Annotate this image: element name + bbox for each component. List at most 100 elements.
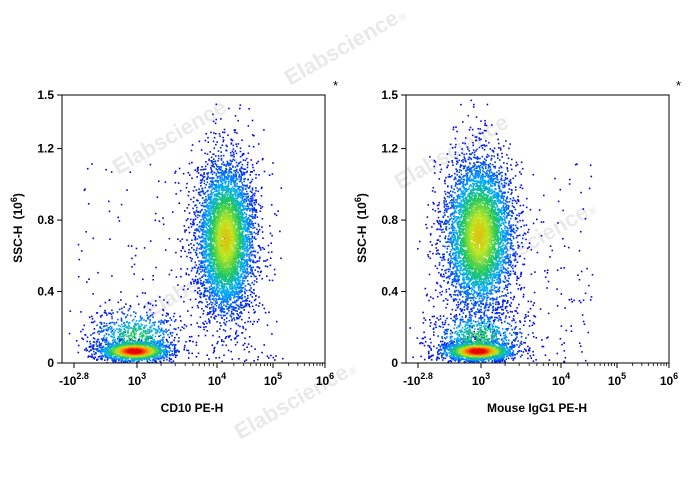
event-dot — [208, 218, 211, 221]
event-dot — [201, 254, 204, 256]
event-dot — [97, 338, 100, 341]
event-dot — [163, 336, 165, 338]
event-dot — [236, 278, 238, 280]
event-dot — [191, 144, 194, 146]
event-dot — [249, 233, 252, 236]
event-dot — [152, 316, 154, 318]
event-dot — [194, 298, 197, 300]
event-dot — [249, 218, 251, 221]
event-dot — [230, 201, 233, 204]
event-dot — [201, 251, 204, 254]
event-dot — [233, 156, 235, 158]
event-dot — [162, 223, 165, 226]
event-dot — [214, 271, 217, 273]
event-dot — [106, 314, 108, 316]
event-dot — [167, 313, 169, 316]
event-dot — [199, 289, 201, 292]
event-dot — [213, 207, 216, 210]
event-dot — [179, 240, 182, 242]
event-dot — [212, 351, 215, 354]
event-dot — [213, 136, 216, 139]
event-dot — [160, 343, 162, 345]
event-dot — [209, 186, 211, 189]
event-dot — [105, 353, 107, 356]
event-dot — [208, 213, 211, 215]
event-dot — [190, 314, 192, 317]
event-dot — [248, 300, 251, 302]
event-dot — [228, 272, 230, 275]
event-dot — [197, 306, 200, 309]
event-dot — [275, 214, 278, 217]
event-dot — [174, 172, 176, 174]
event-dot — [140, 319, 142, 321]
event-dot — [234, 344, 237, 346]
event-dot — [91, 353, 93, 356]
event-dot — [166, 340, 168, 342]
event-dot — [138, 338, 141, 341]
event-dot — [240, 209, 242, 211]
event-dot — [206, 177, 209, 179]
event-dot — [193, 249, 195, 251]
event-dot — [251, 235, 254, 238]
event-dot — [129, 340, 131, 342]
event-dot — [112, 346, 114, 349]
event-dot — [237, 210, 240, 213]
event-dot — [212, 191, 215, 194]
event-dot — [92, 357, 95, 359]
event-dot — [108, 352, 111, 354]
event-dot — [228, 162, 230, 165]
event-dot — [221, 283, 224, 285]
event-dot — [154, 321, 156, 324]
event-dot — [234, 199, 236, 201]
event-dot — [234, 195, 237, 197]
event-dot — [211, 306, 213, 309]
event-dot — [233, 317, 235, 319]
event-dot — [205, 305, 207, 308]
event-dot — [208, 273, 210, 275]
event-dot — [231, 281, 233, 283]
event-dot — [217, 341, 219, 343]
event-dot — [203, 201, 206, 204]
event-dot — [255, 232, 257, 235]
event-dot — [253, 254, 255, 256]
event-dot — [239, 255, 242, 257]
event-dot — [251, 261, 254, 263]
event-dot — [212, 263, 214, 266]
event-dot — [208, 232, 211, 235]
event-dot — [210, 195, 212, 197]
event-dot — [251, 241, 253, 244]
event-dot — [239, 197, 242, 199]
event-dot — [249, 271, 251, 274]
event-dot — [246, 205, 249, 207]
event-dot — [243, 184, 245, 187]
event-dot — [203, 295, 206, 298]
event-dot — [106, 359, 109, 361]
event-dot — [218, 356, 221, 359]
event-dot — [211, 224, 214, 226]
event-dot — [221, 281, 223, 284]
event-dot — [123, 356, 126, 359]
event-dot — [147, 328, 149, 331]
event-dot — [204, 289, 207, 292]
event-dot — [206, 295, 208, 297]
event-dot — [201, 166, 203, 168]
event-dot — [206, 232, 209, 234]
event-dot — [156, 196, 159, 198]
event-dot — [152, 357, 155, 360]
event-dot — [269, 264, 272, 267]
event-dot — [124, 324, 126, 326]
event-dot — [229, 285, 231, 288]
event-dot — [206, 224, 208, 226]
event-dot — [98, 346, 101, 348]
event-dot — [153, 345, 155, 347]
event-dot — [228, 294, 230, 297]
event-dot — [233, 309, 235, 311]
event-dot — [207, 136, 209, 139]
event-dot — [226, 163, 228, 165]
event-dot — [167, 312, 169, 315]
event-dot — [233, 294, 236, 296]
event-dot — [212, 334, 214, 337]
event-dot — [244, 184, 246, 187]
event-dot — [173, 339, 175, 342]
event-dot — [254, 250, 257, 253]
